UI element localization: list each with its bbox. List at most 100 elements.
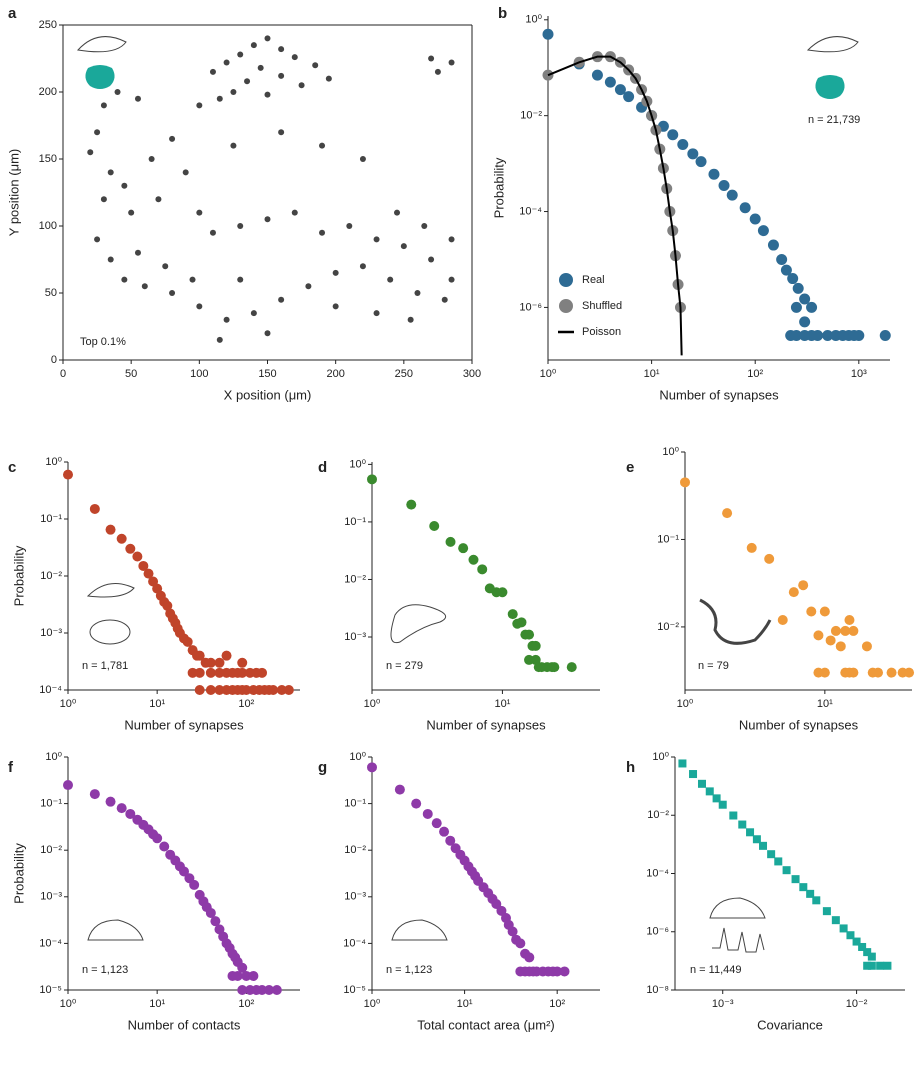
point — [194, 667, 205, 678]
point — [63, 469, 73, 480]
x-tick-label: 10² — [238, 998, 254, 1010]
y-tick-label: 200 — [39, 86, 57, 98]
point — [116, 533, 127, 544]
point — [421, 223, 428, 229]
point — [134, 95, 141, 102]
point — [776, 253, 788, 265]
point — [542, 28, 554, 40]
point — [552, 966, 563, 977]
legend-swatch — [559, 299, 573, 313]
x-tick-label: 10⁰ — [540, 368, 557, 380]
x-tick-label: 10² — [549, 998, 565, 1010]
point — [121, 182, 128, 189]
x-axis-label: Number of contacts — [128, 1017, 241, 1032]
panel-label: h — [626, 759, 635, 776]
point — [822, 329, 834, 341]
point — [853, 329, 865, 341]
point — [346, 223, 353, 229]
y-tick-label: 10⁻⁵ — [39, 984, 62, 996]
y-tick-label: 0 — [51, 354, 57, 366]
x-tick-label: 250 — [395, 368, 413, 380]
point — [507, 609, 518, 620]
point — [241, 970, 252, 981]
point — [429, 520, 440, 531]
point — [406, 499, 417, 510]
y-axis-label: Probability — [491, 157, 506, 218]
point — [867, 952, 876, 961]
point — [867, 961, 876, 970]
point — [87, 149, 94, 156]
point — [182, 636, 193, 647]
y-tick-label: 10⁻³ — [344, 631, 366, 643]
x-tick-label: 10⁰ — [60, 998, 77, 1010]
annotation: n = 1,781 — [82, 660, 128, 672]
y-tick-label: 10⁻³ — [344, 891, 366, 903]
point — [559, 966, 570, 977]
y-tick-label: 10⁰ — [652, 751, 669, 763]
y-tick-label: 10⁻² — [344, 573, 366, 585]
y-tick-label: 10⁰ — [45, 751, 62, 763]
point — [846, 931, 855, 940]
point — [107, 256, 114, 263]
point — [134, 249, 141, 256]
x-tick-label: 10¹ — [457, 998, 473, 1010]
point — [276, 685, 287, 695]
point — [680, 477, 690, 488]
x-axis-label: Number of synapses — [659, 387, 779, 402]
annotation: Top 0.1% — [80, 336, 126, 348]
y-tick-label: 10⁻³ — [40, 627, 62, 639]
point — [677, 139, 689, 151]
panel-label: e — [626, 459, 634, 476]
point — [107, 169, 114, 176]
point — [94, 129, 101, 136]
point — [798, 580, 809, 591]
panel-label: c — [8, 459, 16, 476]
y-tick-label: 10⁻² — [40, 844, 62, 856]
x-axis-label: X position (μm) — [224, 387, 312, 402]
point — [759, 841, 768, 850]
y-tick-label: 10⁻⁶ — [646, 926, 669, 938]
point — [210, 916, 221, 927]
point — [718, 179, 730, 191]
annotation: n = 1,123 — [82, 964, 128, 976]
y-tick-label: 10⁻³ — [40, 891, 62, 903]
series-line — [547, 55, 683, 356]
fly-icon — [86, 583, 135, 598]
x-tick-label: 10⁰ — [364, 698, 381, 710]
point — [125, 808, 136, 819]
fly-icon — [77, 36, 127, 53]
point — [799, 316, 811, 328]
point — [205, 657, 216, 668]
point — [230, 89, 237, 95]
point — [591, 69, 603, 81]
point — [458, 543, 469, 554]
point — [205, 667, 216, 678]
point — [214, 667, 225, 678]
point — [806, 606, 817, 617]
x-axis-label: Covariance — [757, 1017, 823, 1032]
y-tick-label: 10⁰ — [349, 751, 366, 763]
point — [819, 606, 830, 617]
point — [687, 148, 699, 160]
point — [858, 942, 867, 951]
point — [278, 296, 285, 303]
point — [831, 916, 840, 925]
point — [187, 667, 198, 678]
point — [411, 798, 422, 809]
point — [373, 236, 380, 243]
point — [114, 89, 121, 95]
x-tick-label: 200 — [326, 368, 344, 380]
point — [792, 282, 804, 294]
x-tick-label: 10⁻² — [846, 998, 868, 1010]
point — [667, 129, 679, 141]
y-tick-label: 10⁻⁴ — [646, 867, 669, 879]
point — [468, 554, 479, 565]
point — [812, 896, 821, 905]
point — [799, 883, 808, 892]
point — [132, 551, 143, 562]
point — [264, 216, 271, 223]
point — [359, 156, 366, 162]
point — [138, 560, 149, 571]
point — [159, 841, 170, 852]
